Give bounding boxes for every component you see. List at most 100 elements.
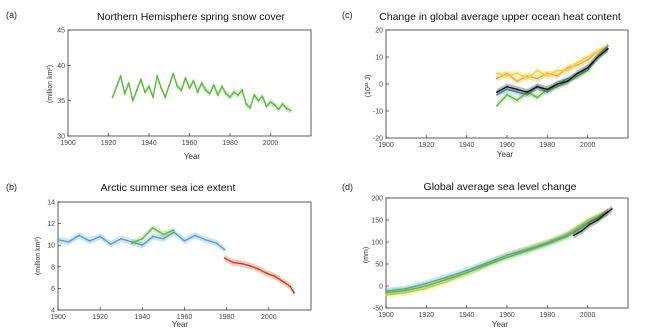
panel-c-series-3-point xyxy=(556,85,559,88)
panel-d-series-1-point xyxy=(405,287,408,290)
panel-a-y-tick-label: 40 xyxy=(57,63,65,70)
panel-b-series-0-point xyxy=(173,231,175,234)
panel-d-series-1-band xyxy=(386,208,608,295)
panel-c-series-3-band xyxy=(496,42,608,109)
panel-d-series-0-point xyxy=(405,291,408,294)
panel-a-series-0-line xyxy=(111,73,292,112)
panel-c-label: (c) xyxy=(342,10,353,20)
panel-a-plot-frame xyxy=(67,29,312,137)
panel-b-series-0-point xyxy=(151,235,154,238)
panel-b-series-0-point xyxy=(78,234,80,237)
panel-b-x-tick-label: 1920 xyxy=(92,314,108,321)
panel-c-series-3-line xyxy=(496,45,609,107)
panel-b-series-1-point xyxy=(141,237,144,240)
panel-c-series-0-point xyxy=(576,64,579,66)
panel-a-series-0-point xyxy=(111,96,114,99)
panel-b-y-tick-label: 8 xyxy=(51,264,55,271)
panel-a-y-tick-label: 45 xyxy=(57,28,65,35)
panel-d-series-2-point xyxy=(526,249,529,252)
panel-d-series-3-point xyxy=(572,234,575,237)
panel-d-x-tick-label: 1960 xyxy=(499,312,515,319)
panel-a-series-0-point xyxy=(135,89,138,91)
panel-a-series-0-point xyxy=(119,75,122,77)
panel-d-series-1-point xyxy=(385,290,387,293)
panel-a: (a) Northern Hemisphere spring snow cove… xyxy=(6,10,312,161)
panel-a-series-0-point xyxy=(245,103,248,106)
panel-b-series-0-point xyxy=(223,248,226,251)
panel-b-series-0-point xyxy=(204,238,207,241)
panel-b: (b) Arctic summer sea ice extent (millio… xyxy=(6,182,312,329)
panel-c-y-tick-label: 0 xyxy=(379,82,383,89)
panel-a-series-0-point xyxy=(196,91,199,94)
panel-c-x-tick-label: 2000 xyxy=(580,142,596,149)
panel-b-plot-frame xyxy=(57,201,312,311)
panel-d-y-tick-label: 100 xyxy=(371,240,383,247)
panel-d-series-2-point xyxy=(586,222,589,224)
panel-c-series-1-point xyxy=(586,56,589,58)
panel-d-x-tick-label: 2000 xyxy=(580,312,596,319)
panel-b-series-2-point xyxy=(265,272,268,275)
panel-c-series-0-line xyxy=(496,45,609,82)
panel-c-series-4-point xyxy=(546,88,549,91)
panel-c-series-0-point xyxy=(516,80,518,83)
panel-d-series-1-point xyxy=(425,282,428,285)
panel-b-series-1-band xyxy=(131,224,174,247)
panel-a-series-0-point xyxy=(249,106,252,109)
panel-b-series-0-point xyxy=(88,239,91,242)
panel-c-series-3-point xyxy=(586,69,589,72)
panel-c-series-3-point xyxy=(516,99,518,102)
panel-c-series-4-point xyxy=(596,56,599,58)
panel-b-label: (b) xyxy=(6,182,17,192)
panel-b-series-0-point xyxy=(67,241,70,243)
panel-c-series-0-point xyxy=(526,75,529,77)
panel-c-series-4-point xyxy=(586,66,589,69)
panel-c-xlabel: Year xyxy=(497,150,514,159)
panel-a-series-0-point xyxy=(140,78,142,81)
panel-a-series-0-point xyxy=(160,87,163,89)
panel-b-series-2-point xyxy=(293,291,296,294)
panel-c-series-1-point xyxy=(506,75,508,77)
panel-d-y-tick-label: 50 xyxy=(375,262,383,269)
panel-d-series-1-point xyxy=(465,269,468,272)
panel-c-x-tick-label: 1900 xyxy=(378,142,394,149)
panel-d-series-3-point xyxy=(610,208,613,210)
panel-a-series-0-point xyxy=(212,84,215,87)
panel-c-series-0-point xyxy=(506,72,508,75)
panel-b-series-0-point xyxy=(109,243,112,246)
panel-d-series-3-point xyxy=(604,212,607,215)
panel-b-y-tick-label: 14 xyxy=(47,200,55,207)
panel-b-xlabel: Year xyxy=(172,320,189,329)
panel-c-series-1-point xyxy=(516,72,518,75)
panel-a-x-tick-label: 2000 xyxy=(263,140,279,147)
panel-a-series-0-point xyxy=(115,85,118,88)
panel-d-series-2-band xyxy=(386,209,608,296)
panel-a-series-0-point xyxy=(285,107,288,110)
panel-c-series-2-point xyxy=(516,91,518,93)
panel-a-series-0-point xyxy=(144,91,146,94)
panel-b-x-tick-label: 1900 xyxy=(50,314,66,321)
panel-a-series-0-band xyxy=(112,70,291,114)
panel-c-series-2-point xyxy=(496,93,498,96)
panel-a-label: (a) xyxy=(6,10,17,20)
panel-a-x-tick-label: 1960 xyxy=(182,140,198,147)
panel-b-y-tick-label: 6 xyxy=(51,286,55,293)
panel-b-series-0-point xyxy=(141,244,144,247)
panel-d-ylabel: (mm) xyxy=(363,247,370,263)
panel-c-series-2-point xyxy=(526,93,529,96)
panel-a-series-0-point xyxy=(273,104,276,106)
panel-a-series-0-point xyxy=(204,89,207,91)
panel-c-series-0-point xyxy=(566,66,569,69)
panel-b-x-tick-label: 1940 xyxy=(135,314,151,321)
panel-b-series-2-point xyxy=(274,275,277,278)
panel-b-series-0-point xyxy=(120,237,123,240)
panel-c-series-4-point xyxy=(556,83,559,85)
panel-a-series-0-point xyxy=(184,77,187,79)
panel-d-series-2-point xyxy=(506,256,508,259)
panel-a-series-0-point xyxy=(257,99,260,102)
panel-d-series-0-point xyxy=(385,293,387,296)
panel-d-series-0-point xyxy=(425,287,428,290)
panel-c-series-0-point xyxy=(556,75,559,77)
panel-a-series-0-point xyxy=(225,92,227,95)
panel-a-series-0-point xyxy=(261,95,264,98)
panel-c-x-tick-label: 1940 xyxy=(459,142,475,149)
